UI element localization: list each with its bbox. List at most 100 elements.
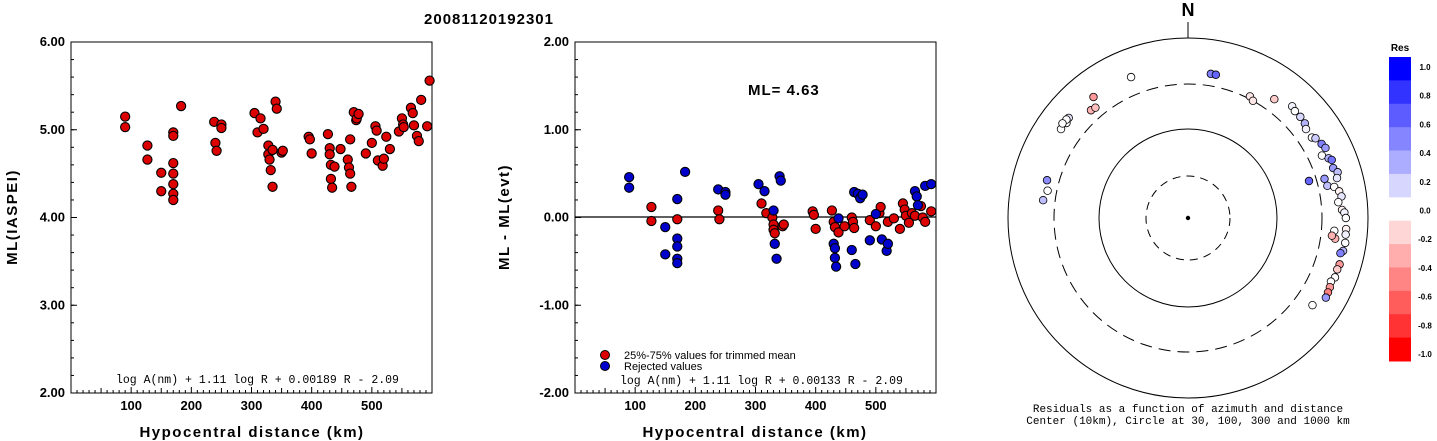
plot-frame	[70, 41, 433, 394]
formula-label: log A(nm) + 1.11 log R + 0.00189 R - 2.0…	[116, 374, 399, 387]
colorbar-title: Res	[1391, 43, 1410, 54]
y-tick-label: -2.00	[539, 385, 569, 400]
trimmed-point	[894, 223, 906, 235]
data-point	[422, 121, 433, 132]
rejected-point	[850, 258, 861, 270]
x-tick-label: 400	[805, 398, 827, 413]
station-residual-marker	[1058, 119, 1067, 128]
station-residual-marker	[1290, 106, 1300, 116]
rejected-point	[660, 222, 671, 233]
x-axis-title: Hypocentral distance (km)	[139, 424, 364, 441]
rejected-point	[882, 238, 894, 249]
circle-30km	[1145, 175, 1231, 261]
station-residual-marker	[1296, 112, 1305, 122]
data-point	[366, 137, 377, 149]
y-tick-label: 0.00	[544, 210, 569, 225]
colorbar-tick-label: 0.8	[1419, 92, 1431, 101]
legend-marker-trimmed	[600, 350, 610, 360]
y-axis-title: ML(IASPEI)	[4, 169, 21, 265]
data-point	[325, 173, 337, 185]
station-residual-marker	[1043, 186, 1052, 195]
colorbar-tick-label: 0.0	[1419, 207, 1431, 216]
trimmed-point	[875, 201, 886, 213]
data-point	[416, 94, 427, 106]
data-point	[255, 113, 266, 124]
station-residual-marker	[1304, 176, 1314, 186]
data-point	[168, 168, 179, 179]
data-point	[142, 154, 153, 165]
colorbar-tick-label: -0.6	[1418, 293, 1432, 302]
caption-line-2: Center (10km), Circle at 30, 100, 300 an…	[1026, 416, 1350, 428]
colorbar-segment	[1389, 337, 1411, 362]
data-point	[398, 121, 409, 133]
trimmed-point	[920, 216, 931, 228]
y-tick-label: 3.00	[40, 297, 65, 312]
colorbar-segment	[1389, 244, 1411, 268]
trimmed-point	[833, 227, 844, 238]
y-tick-label: 5.00	[40, 122, 65, 137]
rejected-point	[912, 200, 924, 211]
station-residual-marker	[1332, 173, 1342, 183]
rejected-point	[720, 189, 731, 200]
rejected-point	[759, 186, 770, 197]
station-residual-marker	[1308, 300, 1317, 310]
legend-label-rejected: Rejected values	[624, 361, 703, 373]
colorbar-segment	[1389, 290, 1411, 315]
colorbar-tick-label: -0.2	[1418, 235, 1432, 244]
station-residual-marker	[1336, 248, 1345, 258]
colorbar-segment	[1389, 267, 1411, 292]
y-tick-label: 4.00	[40, 210, 65, 225]
x-axis-title: Hypocentral distance (km)	[642, 424, 867, 441]
legend-label-trimmed: 25%-75% values for trimmed mean	[624, 350, 796, 362]
rejected-point	[768, 205, 779, 216]
colorbar-segment	[1389, 103, 1411, 128]
station-residual-marker	[1333, 265, 1342, 274]
colorbar-tick-label: -1.0	[1418, 350, 1432, 359]
station-residual-marker	[1323, 181, 1332, 191]
x-tick-label: 300	[241, 398, 263, 413]
rejected-point	[771, 253, 782, 264]
y-tick-label: -1.00	[539, 297, 569, 312]
data-point	[335, 143, 346, 155]
x-tick-label: 200	[180, 398, 202, 413]
trimmed-point	[713, 205, 724, 216]
colorbar-tick-label: -0.8	[1418, 321, 1432, 330]
azimuth-residual-panel: N Residuals as a function of azimuth and…	[1007, 0, 1432, 428]
data-point	[360, 148, 371, 159]
station-residual-marker	[1327, 231, 1337, 240]
trimmed-point	[849, 222, 860, 234]
rejected-point	[830, 261, 842, 272]
colorbar-tick-label: -0.4	[1418, 264, 1432, 273]
data-point	[168, 179, 179, 190]
colorbar-segment	[1389, 197, 1411, 222]
trimmed-point	[672, 214, 683, 225]
station-residual-marker	[1311, 134, 1320, 143]
data-point	[371, 125, 382, 136]
ml-iaspei-panel: ML(IASPEI) Hypocentral distance (km) log…	[4, 34, 435, 441]
colorbar-tick-label: 0.4	[1419, 149, 1431, 158]
rejected-point	[679, 166, 691, 178]
colorbar-segment	[1389, 127, 1411, 152]
ml-annotation: ML= 4.63	[748, 82, 820, 99]
station-residual-marker	[1270, 94, 1279, 104]
data-point	[346, 181, 357, 192]
legend-marker-rejected	[600, 361, 610, 371]
rejected-point	[753, 179, 764, 190]
rejected-point	[926, 179, 937, 190]
data-point	[353, 108, 364, 120]
rejected-point	[660, 249, 671, 260]
data-point	[277, 145, 288, 156]
rejected-point	[829, 252, 841, 264]
trimmed-point	[714, 214, 725, 225]
station-residual-marker	[1248, 96, 1258, 106]
colorbar-segment	[1389, 173, 1411, 198]
data-point	[265, 164, 276, 176]
data-point	[120, 121, 131, 133]
rejected-point	[672, 257, 683, 269]
trimmed-point	[903, 217, 915, 228]
station-residual-marker	[1320, 174, 1329, 184]
colorbar-tick-label: 0.2	[1419, 178, 1431, 187]
colorbar-segment	[1389, 314, 1411, 339]
